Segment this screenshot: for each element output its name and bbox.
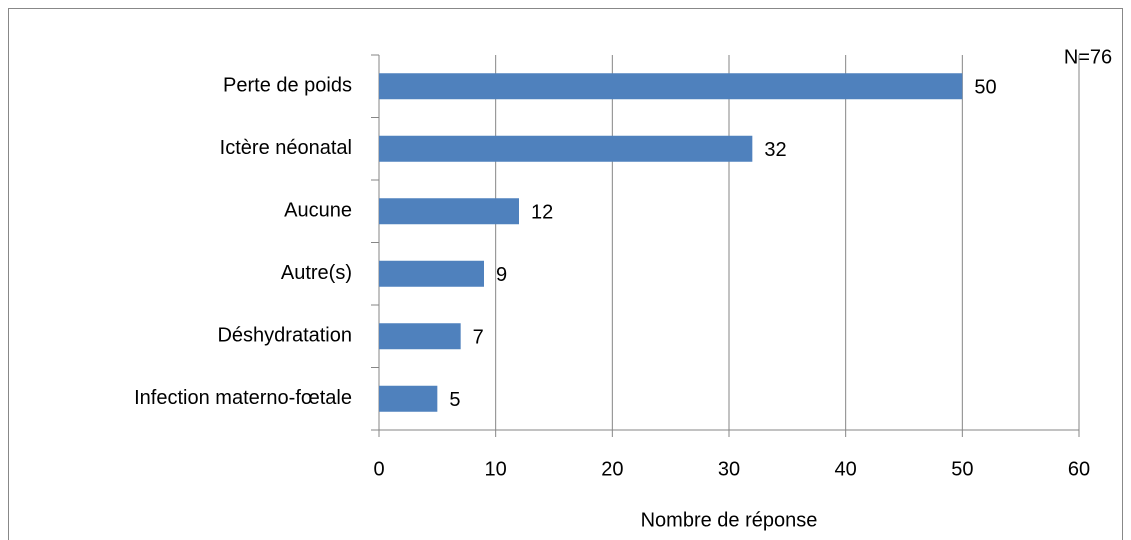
data-label: 12 bbox=[531, 202, 553, 224]
data-label: 50 bbox=[974, 77, 996, 99]
y-tick-label: Déshydratation bbox=[217, 325, 352, 347]
bar bbox=[379, 385, 438, 412]
x-tick-label: 50 bbox=[951, 458, 973, 480]
data-label: 5 bbox=[449, 389, 460, 411]
x-tick-label: 0 bbox=[373, 458, 384, 480]
x-tick-label: 60 bbox=[1068, 458, 1090, 480]
y-tick-label: Autre(s) bbox=[281, 262, 352, 284]
bar bbox=[379, 135, 753, 162]
data-label: 7 bbox=[473, 327, 484, 349]
x-tick-label: 10 bbox=[485, 458, 507, 480]
x-tick-label: 20 bbox=[601, 458, 623, 480]
y-tick-label: Ictère néonatal bbox=[220, 137, 352, 159]
annotation: N=76 bbox=[1064, 46, 1112, 68]
bar bbox=[379, 198, 519, 225]
y-tick-label: Perte de poids bbox=[223, 75, 352, 97]
x-tick-label: 30 bbox=[718, 458, 740, 480]
bar bbox=[379, 323, 461, 350]
bar bbox=[379, 73, 963, 100]
bar bbox=[379, 260, 484, 287]
x-tick-label: 40 bbox=[835, 458, 857, 480]
data-label: 9 bbox=[496, 264, 507, 286]
data-label: 32 bbox=[764, 139, 786, 161]
y-tick-label: Aucune bbox=[284, 200, 352, 222]
x-axis-label: Nombre de réponse bbox=[641, 509, 818, 531]
y-tick-label: Infection materno-fœtale bbox=[134, 387, 352, 409]
